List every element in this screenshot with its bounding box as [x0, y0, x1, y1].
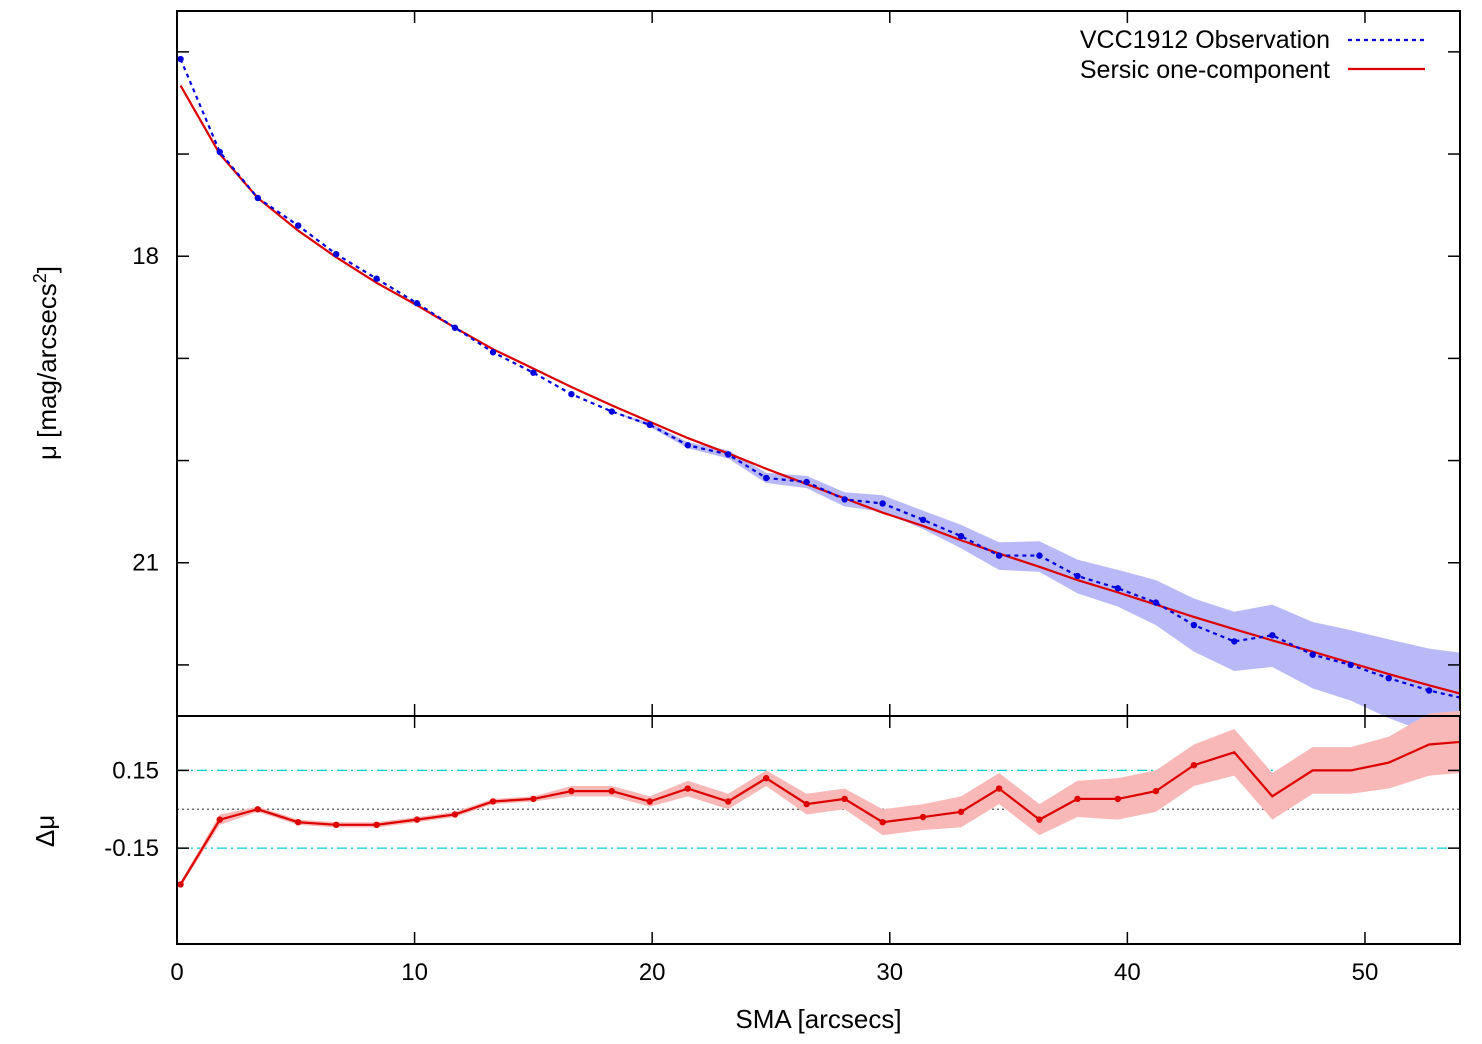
observation-point: [530, 369, 537, 376]
profile-lines: [179, 58, 1461, 699]
residual-point: [995, 785, 1003, 792]
observation-point: [763, 474, 770, 482]
y-axis-label-delta-mu: Δμ: [30, 815, 60, 847]
residual-point: [1074, 795, 1081, 803]
y-axis-label-close: ]: [32, 266, 62, 273]
residual-point: [294, 819, 302, 826]
residual-points: [177, 762, 1198, 888]
observation-point: [1385, 674, 1392, 682]
x-tick-label: 0: [170, 959, 183, 986]
residual-error-band: [180, 710, 1461, 887]
observation-point: [1114, 585, 1122, 592]
residual-point: [957, 808, 965, 816]
legend-label-observation: VCC1912 Observation: [1080, 26, 1330, 54]
observation-point: [919, 516, 927, 524]
residual-point: [763, 774, 770, 782]
x-tick-label: 10: [401, 959, 428, 986]
legend-label-sersic: Sersic one-component: [1080, 56, 1330, 84]
observation-point: [1425, 687, 1433, 694]
residual-point: [216, 816, 223, 823]
observation-point: [254, 194, 261, 202]
bottom-panel-ticks: 0.15 -0.15 0 10 20 30 40 50: [104, 716, 1460, 986]
residual-point: [1114, 795, 1122, 803]
observation-point: [451, 324, 459, 331]
legend: VCC1912 Observation Sersic one-component: [1080, 26, 1425, 84]
observation-point: [373, 275, 380, 282]
observation-point: [725, 451, 732, 458]
residual-point: [1036, 816, 1043, 823]
x-axis-label: SMA [arcsecs]: [735, 1004, 901, 1034]
observation-point: [841, 496, 848, 503]
observation-points: [177, 55, 1433, 694]
bottom-plot-frame: [176, 715, 1461, 945]
observation-point: [177, 55, 184, 63]
observation-point: [568, 390, 575, 398]
residual-point: [803, 800, 810, 808]
x-tick-label: 40: [1114, 959, 1141, 986]
residual-y-tick-label: -0.15: [104, 835, 159, 862]
residual-point: [451, 811, 459, 818]
residual-panel: 0.15 -0.15 0 10 20 30 40 50 Δμ SMA [arcsecs]: [30, 710, 1461, 1034]
residual-point: [254, 806, 261, 813]
observation-point: [1231, 638, 1238, 645]
observation-error-band: [180, 59, 1461, 745]
residual-point: [879, 819, 886, 826]
residual-point: [332, 821, 340, 829]
residual-point: [1190, 762, 1198, 769]
residual-point: [725, 798, 732, 805]
x-tick-label: 50: [1352, 959, 1379, 986]
observation-point: [608, 408, 615, 415]
observation-point: [294, 222, 302, 229]
observation-point: [489, 349, 497, 356]
residual-polyline: [179, 740, 1461, 885]
residual-point: [177, 881, 184, 888]
residual-point: [568, 787, 575, 795]
observation-point: [332, 250, 340, 258]
y-axis-label-sup: 2: [30, 273, 50, 283]
observation-point: [413, 300, 421, 307]
residual-point: [608, 787, 615, 795]
observation-point: [1190, 621, 1198, 629]
observation-line: [179, 58, 1461, 699]
observation-point: [1347, 661, 1354, 669]
residual-point: [841, 795, 848, 803]
observation-band-polygon: [180, 59, 1461, 745]
observation-point: [879, 500, 886, 507]
residual-line: [179, 740, 1461, 885]
observation-point: [1152, 599, 1160, 606]
residual-point: [646, 798, 654, 805]
residual-point: [684, 785, 692, 792]
x-tick-label: 30: [876, 959, 903, 986]
observation-point: [1074, 572, 1081, 580]
residual-point: [489, 798, 497, 805]
sersic-fit-line: [179, 85, 1461, 695]
residual-y-tick-label: 0.15: [112, 757, 159, 784]
residual-point: [373, 821, 380, 829]
observation-point: [1309, 651, 1316, 658]
observation-point: [684, 442, 692, 449]
observation-point: [1269, 632, 1276, 639]
residual-point: [413, 816, 421, 823]
residual-point: [919, 813, 927, 821]
x-tick-label: 20: [639, 959, 666, 986]
y-tick-label: 21: [132, 550, 159, 577]
residual-point: [1152, 787, 1160, 795]
y-axis-label-mu: μ [mag/arcsecs2]: [30, 266, 62, 460]
observation-point: [995, 552, 1003, 559]
observation-point: [803, 478, 810, 486]
residual-band-polygon: [180, 710, 1461, 887]
observation-point: [646, 421, 654, 429]
observation-point: [957, 532, 965, 540]
observation-point: [216, 148, 223, 156]
observation-point: [1036, 552, 1043, 559]
y-axis-label-main: μ [mag/arcsecs: [32, 283, 62, 460]
y-tick-label: 18: [132, 243, 159, 270]
residual-point: [530, 795, 537, 803]
